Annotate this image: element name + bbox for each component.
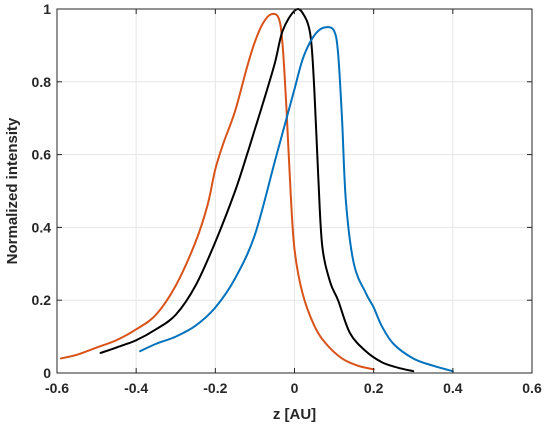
y-tick-label: 0.4 [32, 219, 52, 235]
x-tick-label: -0.6 [45, 380, 69, 396]
x-axis-label: z [AU] [273, 406, 316, 423]
y-axis-label: Normalized intensity [4, 117, 21, 264]
series-line-1 [59, 12, 375, 371]
y-tick-label: 0.8 [32, 74, 52, 90]
y-tick-label: 0.6 [32, 147, 52, 163]
x-tick-label: -0.2 [203, 380, 227, 396]
x-tick-label: 0.6 [522, 380, 542, 396]
series-line-2 [99, 8, 415, 373]
y-tick-label: 1 [43, 1, 51, 17]
y-tick-label: 0 [43, 365, 51, 381]
y-tick-label: 0.2 [32, 292, 52, 308]
grid [56, 8, 533, 374]
ticks: -0.6 -0.4 -0.2 0 0.2 0.4 0.6 0 0.2 0.4 0.6 0.8 1 [32, 1, 542, 396]
x-tick-label: 0 [291, 380, 299, 396]
x-tick-label: 0.4 [443, 380, 463, 396]
x-tick-label: 0.2 [364, 380, 384, 396]
series-lines [59, 8, 454, 373]
x-tick-label: -0.4 [124, 380, 148, 396]
series-line-3 [139, 26, 454, 373]
